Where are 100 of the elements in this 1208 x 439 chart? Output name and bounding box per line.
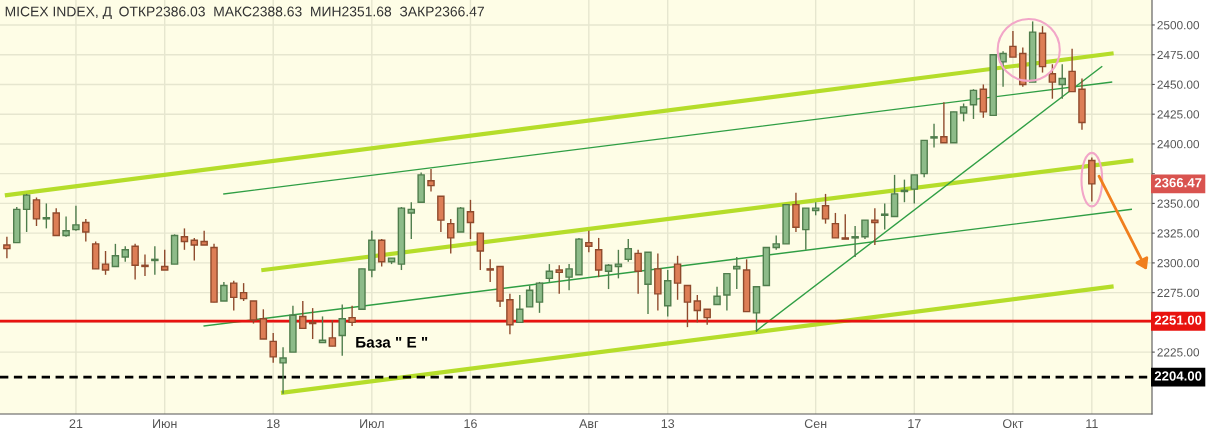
x-tick-label: 21 [69,419,83,428]
candlestick [42,202,51,230]
chart-title: MICEX INDEX, Д [5,6,112,20]
candlestick [733,256,741,290]
candlestick [880,202,889,231]
candlestick [516,294,524,324]
ref-line-label: 2251.00 [1154,315,1202,325]
candlestick [446,218,455,255]
y-tick-label: 2275.00 [1157,288,1200,298]
candlestick [614,249,623,280]
y-tick-label: 2450.00 [1157,80,1200,89]
candlestick [871,207,879,246]
candlestick [62,215,70,238]
candlestick [555,264,563,295]
candlestick [486,258,494,283]
candlestick [723,272,731,312]
x-tick-label: 17 [908,419,921,428]
candlestick [594,237,603,278]
candlestick [328,319,337,347]
candlestick [1058,63,1066,100]
x-tick-label: 18 [267,419,280,429]
candlestick [131,243,139,281]
candlestick [1048,63,1057,100]
candlestick [151,245,159,276]
candlestick [1009,30,1017,58]
candlestick [930,123,938,149]
y-tick-label: 2425.00 [1157,110,1200,119]
candlestick [348,305,356,327]
candlestick [693,294,702,324]
x-tick-label: 13 [661,419,675,429]
chart-subtitle: ОТКР2386.03 МАКС2388.63 МИН2351.68 ЗАКР2366.47 [119,6,484,17]
y-tick-label: 2475.00 [1157,50,1200,60]
candlestick [673,255,682,301]
candlestick [792,192,800,233]
y-tick-label: 2400.00 [1157,139,1200,149]
candlestick [52,207,60,237]
candlestick [427,168,435,193]
candlestick [279,346,287,395]
y-tick-label: 2325.00 [1157,229,1200,238]
candlestick [466,199,475,240]
x-tick-label: Окт [1002,419,1024,429]
candlestick [841,213,850,240]
x-tick-label: Июн [153,419,177,429]
y-tick-label: 2500.00 [1157,21,1200,30]
candlestick [32,196,41,227]
candlestick [72,205,80,232]
candlestick [1068,48,1076,93]
candlestick [3,236,11,259]
candlestick [525,284,534,308]
candlestick [22,193,31,233]
candlestick [969,88,978,120]
candlestick [160,249,169,271]
candlestick [111,243,120,268]
x-tick-label: 11 [1086,419,1098,428]
candlestick [861,219,869,240]
candlestick [604,263,613,290]
candlestick [180,227,189,251]
candlestick [190,237,199,262]
candlestick [101,250,110,276]
candlestick [407,201,416,240]
candlestick [476,232,485,271]
ref-line-label: 2204.00 [1154,371,1202,381]
candlestick [230,280,238,312]
candlestick [999,50,1007,88]
candlestick [585,230,593,253]
y-tick-label: 2350.00 [1157,199,1200,208]
candlestick [683,284,692,328]
candlestick [437,195,445,233]
candlestick [940,101,948,144]
x-tick-label: Авг [579,419,599,428]
candlestick [82,218,90,243]
candlestick [200,230,208,246]
x-tick-label: Июл [360,419,384,429]
candlestick [220,281,228,302]
x-tick-label: Сен [804,419,827,429]
candlestick [141,253,149,277]
candlestick [1088,156,1096,203]
candlestick [535,281,544,314]
candlestick [299,300,307,330]
y-tick-label: 2300.00 [1157,258,1200,268]
candlestick [821,193,830,225]
candlestick [456,206,465,233]
candlestick [377,238,386,268]
candlestick [259,308,268,340]
candlestick [890,174,899,218]
candlestick [624,238,633,263]
candlestick [831,212,840,239]
candlestick [979,83,988,119]
candlestick [634,249,642,295]
annotation: База " Е " [356,337,428,348]
candlestick [249,300,258,325]
candlestick [851,225,859,258]
candlestick [565,263,573,291]
candlestick [269,332,277,364]
candlestick [910,174,919,205]
candlestick [802,207,810,251]
x-tick-label: 16 [464,419,477,429]
text: 2366.47 [1154,178,1202,188]
y-tick-label: 2225.00 [1157,348,1200,357]
candlestick [338,303,346,357]
